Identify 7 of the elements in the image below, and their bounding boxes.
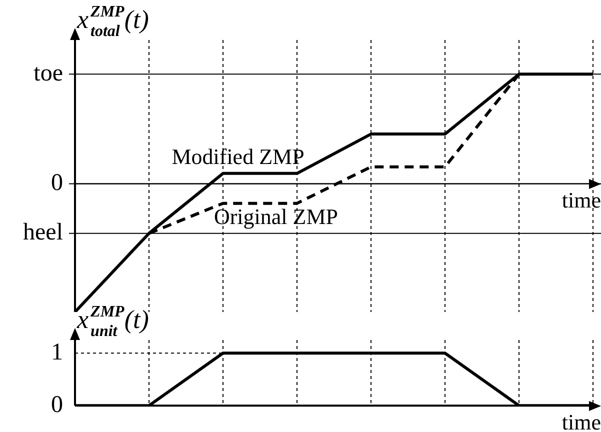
y-tick-label: 1	[51, 339, 63, 366]
series-label: Modified ZMP	[172, 144, 304, 170]
ref-line-label: heel	[23, 220, 64, 246]
ref-line-label: toe	[34, 60, 63, 86]
series-label: Original ZMP	[214, 204, 338, 230]
x-axis-title: time	[562, 188, 601, 213]
x-axis-title: time	[562, 410, 601, 432]
